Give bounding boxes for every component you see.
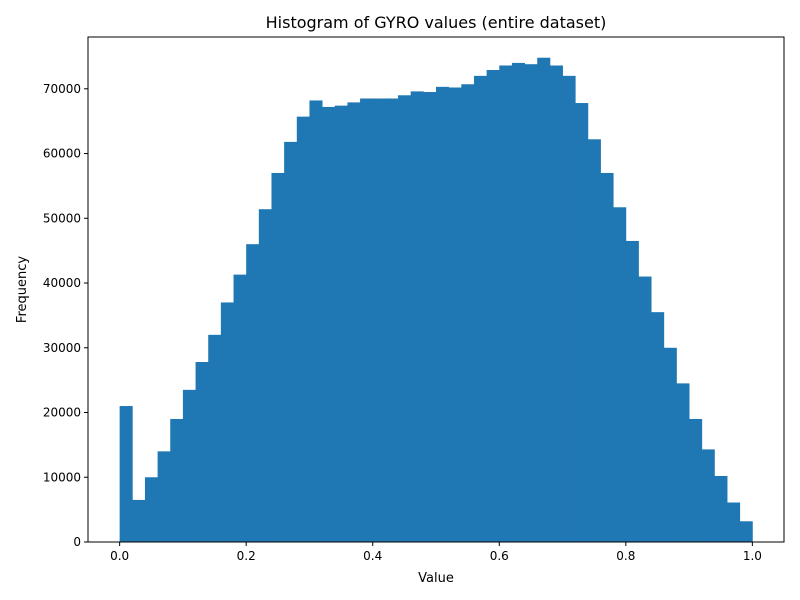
x-tick-label: 0.2 [237,549,256,563]
plot-frame [87,36,785,543]
y-tick-label: 50000 [43,211,81,225]
bars-group [119,57,753,543]
histogram-bar [739,521,753,542]
histogram-bar [511,62,525,543]
histogram-bar [473,75,488,542]
histogram-bar [132,499,146,542]
histogram-bar [651,312,665,542]
histogram-bar [663,347,677,542]
y-tick-label: 70000 [43,82,81,96]
chart-title: Histogram of GYRO values (entire dataset… [266,13,607,32]
histogram-bar [423,92,437,543]
histogram-bar [385,98,399,542]
y-tick-label: 20000 [43,406,81,420]
histogram-bar [676,383,690,542]
histogram-bar [119,406,133,542]
histogram-bar [638,276,652,542]
histogram-bar [689,418,703,542]
histogram-bar [170,418,184,542]
histogram-bar [701,449,715,542]
histogram-bar [322,106,336,542]
y-tick-label: 30000 [43,341,81,355]
histogram-bar [182,389,196,542]
histogram-bar [461,84,475,542]
histogram-bar [714,475,728,542]
histogram-bar [296,116,310,542]
histogram-bar [347,102,361,543]
histogram-bar [486,70,500,543]
histogram-bar [233,274,247,542]
histogram-bar [157,451,171,542]
y-tick-label: 60000 [43,147,81,161]
histogram-bar [600,172,614,542]
x-tick-label: 0.4 [363,549,382,563]
histogram-bar [208,334,222,542]
histogram-bar [562,75,576,542]
histogram-bar [587,139,601,543]
y-axis-label: Frequency [15,256,30,323]
histogram-bar [625,240,639,542]
histogram-bar [246,244,260,542]
x-tick-label: 1.0 [743,549,762,563]
histogram-bar [398,95,412,543]
histogram-bar [195,362,209,542]
histogram-bar [537,57,551,542]
histogram-bar [372,98,386,542]
histogram-bar [284,141,298,542]
histogram-bar [220,302,234,542]
y-axis-ticks: 0 10000 20000 30000 40000 50000 60000 70000 [43,82,88,549]
histogram-bar [549,65,563,542]
histogram-bar [524,64,538,542]
histogram-bar [360,98,374,542]
histogram-bar [258,209,272,542]
y-tick-label: 40000 [43,276,81,290]
histogram-bar [334,105,348,542]
x-tick-label: 0.0 [110,549,129,563]
histogram-bar [499,65,513,542]
x-tick-label: 0.6 [490,549,509,563]
histogram-bar [144,477,158,542]
histogram-bar [448,87,462,542]
histogram-bar [613,207,627,542]
histogram-bar [727,502,741,542]
x-axis-ticks: 0.0 0.2 0.4 0.6 0.8 1.0 [110,542,762,563]
histogram-bar [575,103,589,543]
histogram-bar [271,172,285,542]
x-axis-label: Value [418,571,454,586]
y-tick-label: 10000 [43,470,81,484]
histogram-bar [410,91,424,542]
x-tick-label: 0.8 [616,549,635,563]
y-tick-label: 0 [73,535,81,549]
histogram-bar [436,86,450,542]
histogram-bar [309,100,323,542]
